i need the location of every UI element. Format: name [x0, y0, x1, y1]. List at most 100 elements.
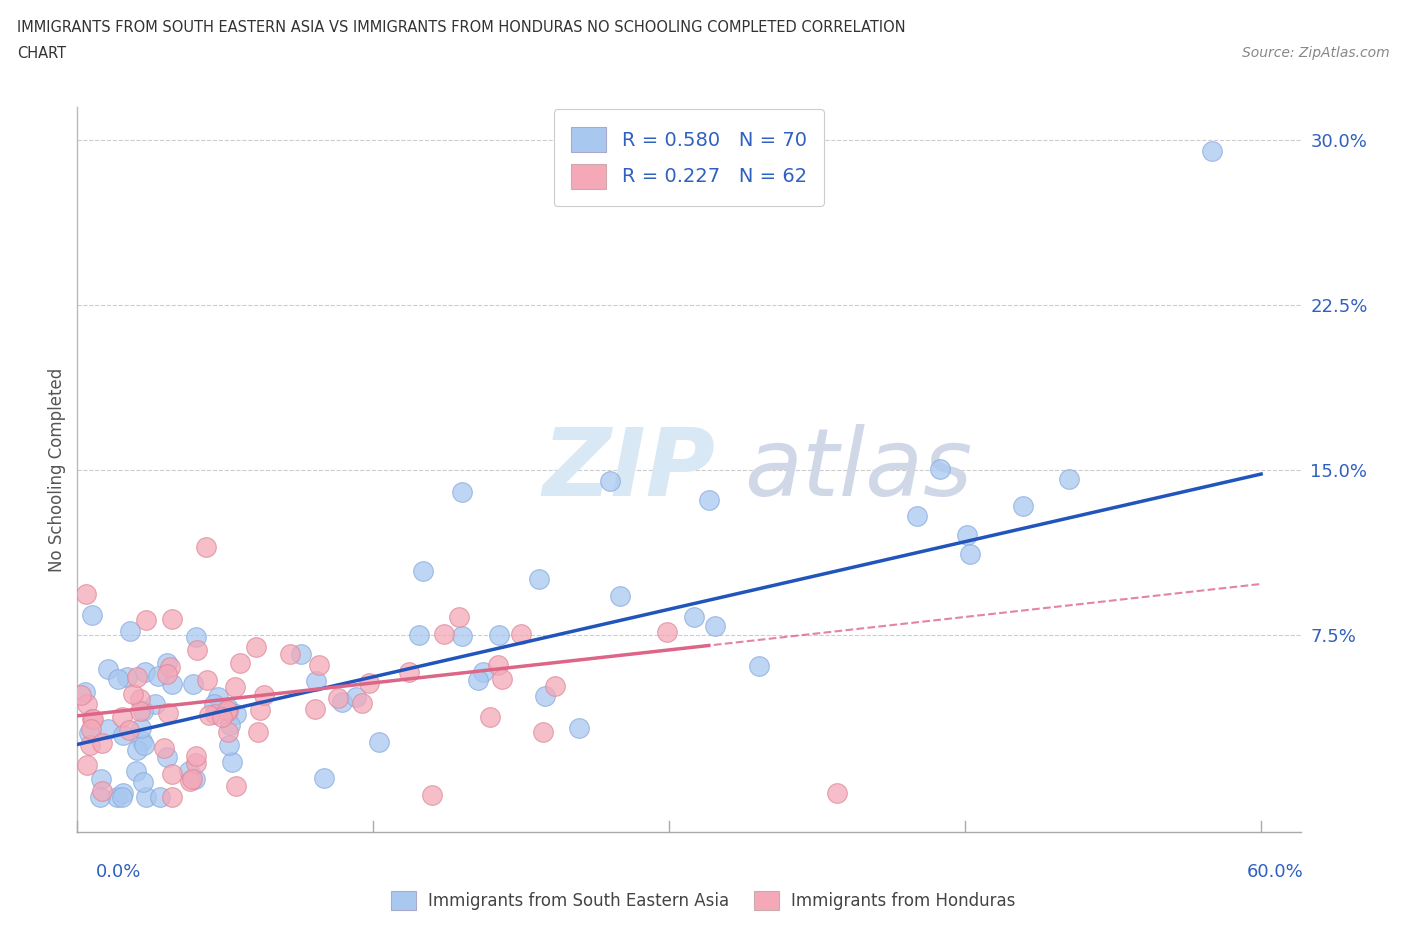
Point [703, 618, 725, 633]
Point [160, 790, 183, 804]
Point [180, 771, 202, 786]
Point [207, 689, 229, 704]
Point [129, 721, 152, 736]
Point [127, 670, 149, 684]
Point [159, 659, 181, 674]
Point [132, 775, 155, 790]
Point [184, 756, 207, 771]
Point [486, 658, 509, 672]
Point [467, 672, 489, 687]
Point [97, 722, 120, 737]
Point [134, 665, 156, 680]
Point [79, 737, 101, 752]
Point [221, 755, 243, 770]
Point [697, 493, 720, 508]
Point [91, 736, 114, 751]
Point [112, 785, 135, 800]
Point [451, 485, 474, 499]
Y-axis label: No Schooling Completed: No Schooling Completed [48, 367, 66, 572]
Text: IMMIGRANTS FROM SOUTH EASTERN ASIA VS IMMIGRANTS FROM HONDURAS NO SCHOOLING COMP: IMMIGRANTS FROM SOUTH EASTERN ASIA VS IM… [17, 20, 905, 35]
Point [352, 696, 374, 711]
Point [73, 685, 96, 700]
Point [1201, 143, 1223, 158]
Point [447, 609, 470, 624]
Point [80, 722, 103, 737]
Point [488, 627, 510, 642]
Point [82, 711, 104, 726]
Point [905, 509, 928, 524]
Point [160, 612, 183, 627]
Point [149, 790, 172, 804]
Point [111, 728, 134, 743]
Point [194, 539, 217, 554]
Point [330, 695, 353, 710]
Point [89, 790, 111, 804]
Point [202, 697, 225, 711]
Point [433, 626, 456, 641]
Point [217, 704, 239, 719]
Point [198, 708, 221, 723]
Point [422, 788, 444, 803]
Point [247, 725, 270, 740]
Point [181, 676, 204, 691]
Point [204, 707, 226, 722]
Text: ZIP: ZIP [543, 424, 716, 515]
Point [478, 710, 501, 724]
Point [80, 608, 103, 623]
Point [111, 790, 134, 804]
Point [748, 658, 770, 673]
Point [135, 612, 157, 627]
Point [304, 674, 326, 689]
Point [219, 717, 242, 732]
Point [1011, 498, 1033, 513]
Point [90, 783, 112, 798]
Point [118, 723, 141, 737]
Point [314, 771, 336, 786]
Point [599, 473, 621, 488]
Point [527, 572, 550, 587]
Point [75, 587, 97, 602]
Point [129, 703, 152, 718]
Point [186, 630, 208, 644]
Point [132, 737, 155, 752]
Point [143, 697, 166, 711]
Point [367, 735, 389, 750]
Point [215, 702, 238, 717]
Point [408, 628, 430, 643]
Point [357, 676, 380, 691]
Point [278, 647, 301, 662]
Point [825, 785, 848, 800]
Point [956, 528, 979, 543]
Point [683, 609, 706, 624]
Point [77, 725, 100, 740]
Point [253, 688, 276, 703]
Point [218, 737, 240, 752]
Point [304, 701, 326, 716]
Point [97, 661, 120, 676]
Point [491, 672, 513, 687]
Point [929, 462, 952, 477]
Point [195, 672, 218, 687]
Point [107, 672, 129, 687]
Point [76, 758, 98, 773]
Point [184, 749, 207, 764]
Point [412, 564, 434, 578]
Point [70, 687, 93, 702]
Point [534, 688, 557, 703]
Point [129, 692, 152, 707]
Point [156, 750, 179, 764]
Point [308, 658, 330, 672]
Point [156, 656, 179, 671]
Point [160, 767, 183, 782]
Point [125, 764, 148, 778]
Point [153, 740, 176, 755]
Point [328, 691, 350, 706]
Point [121, 687, 143, 702]
Text: 0.0%: 0.0% [96, 863, 141, 881]
Point [510, 626, 533, 641]
Point [224, 680, 246, 695]
Point [544, 679, 567, 694]
Point [179, 774, 201, 789]
Point [160, 676, 183, 691]
Point [657, 625, 679, 640]
